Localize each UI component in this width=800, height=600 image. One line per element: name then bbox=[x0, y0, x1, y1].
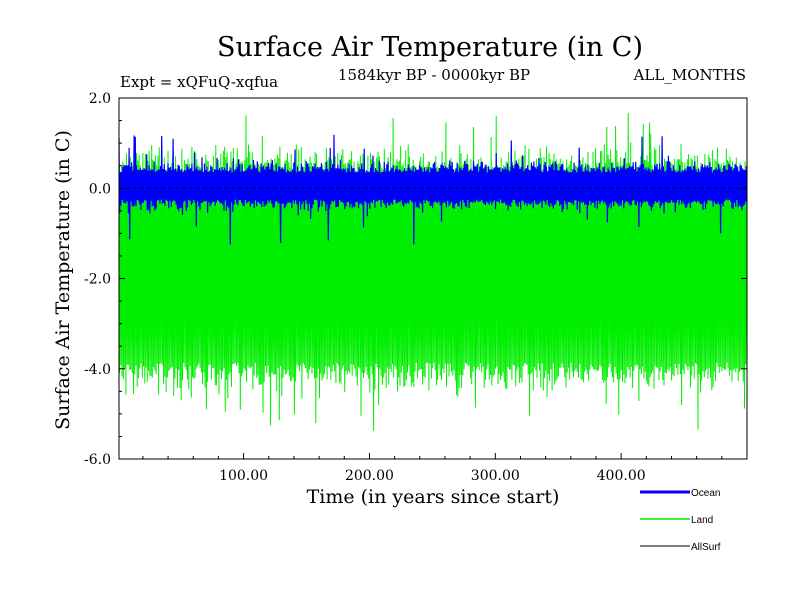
x-tick-label: 400.00 bbox=[597, 468, 646, 484]
x-tick-label: 200.00 bbox=[345, 468, 394, 484]
y-tick-label: 0.0 bbox=[89, 181, 111, 197]
y-tick-label: 2.0 bbox=[89, 91, 111, 107]
legend-label-land: Land bbox=[691, 515, 713, 526]
y-tick-label: -2.0 bbox=[84, 272, 111, 288]
legend-label-allsurf: AllSurf bbox=[691, 542, 721, 553]
x-axis: 100.00 200.00 300.00 400.00 bbox=[142, 453, 723, 484]
plot-area bbox=[118, 112, 748, 431]
series-line-land bbox=[118, 112, 748, 431]
x-tick-label: 300.00 bbox=[471, 468, 520, 484]
legend: Ocean Land AllSurf bbox=[640, 488, 721, 553]
months-label: ALL_MONTHS bbox=[633, 66, 746, 84]
y-axis: 2.0 0.0 -2.0 -4.0 -6.0 bbox=[84, 91, 747, 468]
time-range-label: 1584kyr BP - 0000kyr BP bbox=[338, 66, 530, 84]
y-axis-label: Surface Air Temperature (in C) bbox=[52, 130, 74, 430]
legend-item-land: Land bbox=[640, 515, 713, 526]
legend-label-ocean: Ocean bbox=[691, 488, 720, 499]
y-tick-label: -6.0 bbox=[84, 452, 111, 468]
series-line-ocean bbox=[118, 134, 748, 245]
legend-item-ocean: Ocean bbox=[640, 488, 720, 499]
experiment-label: Expt = xQFuQ-xqfua bbox=[120, 73, 278, 91]
y-tick-label: -4.0 bbox=[84, 362, 111, 378]
x-axis-label: Time (in years since start) bbox=[307, 486, 560, 508]
x-tick-label: 100.00 bbox=[219, 468, 268, 484]
chart-title: Surface Air Temperature (in C) bbox=[217, 32, 643, 63]
legend-item-allsurf: AllSurf bbox=[640, 542, 721, 553]
